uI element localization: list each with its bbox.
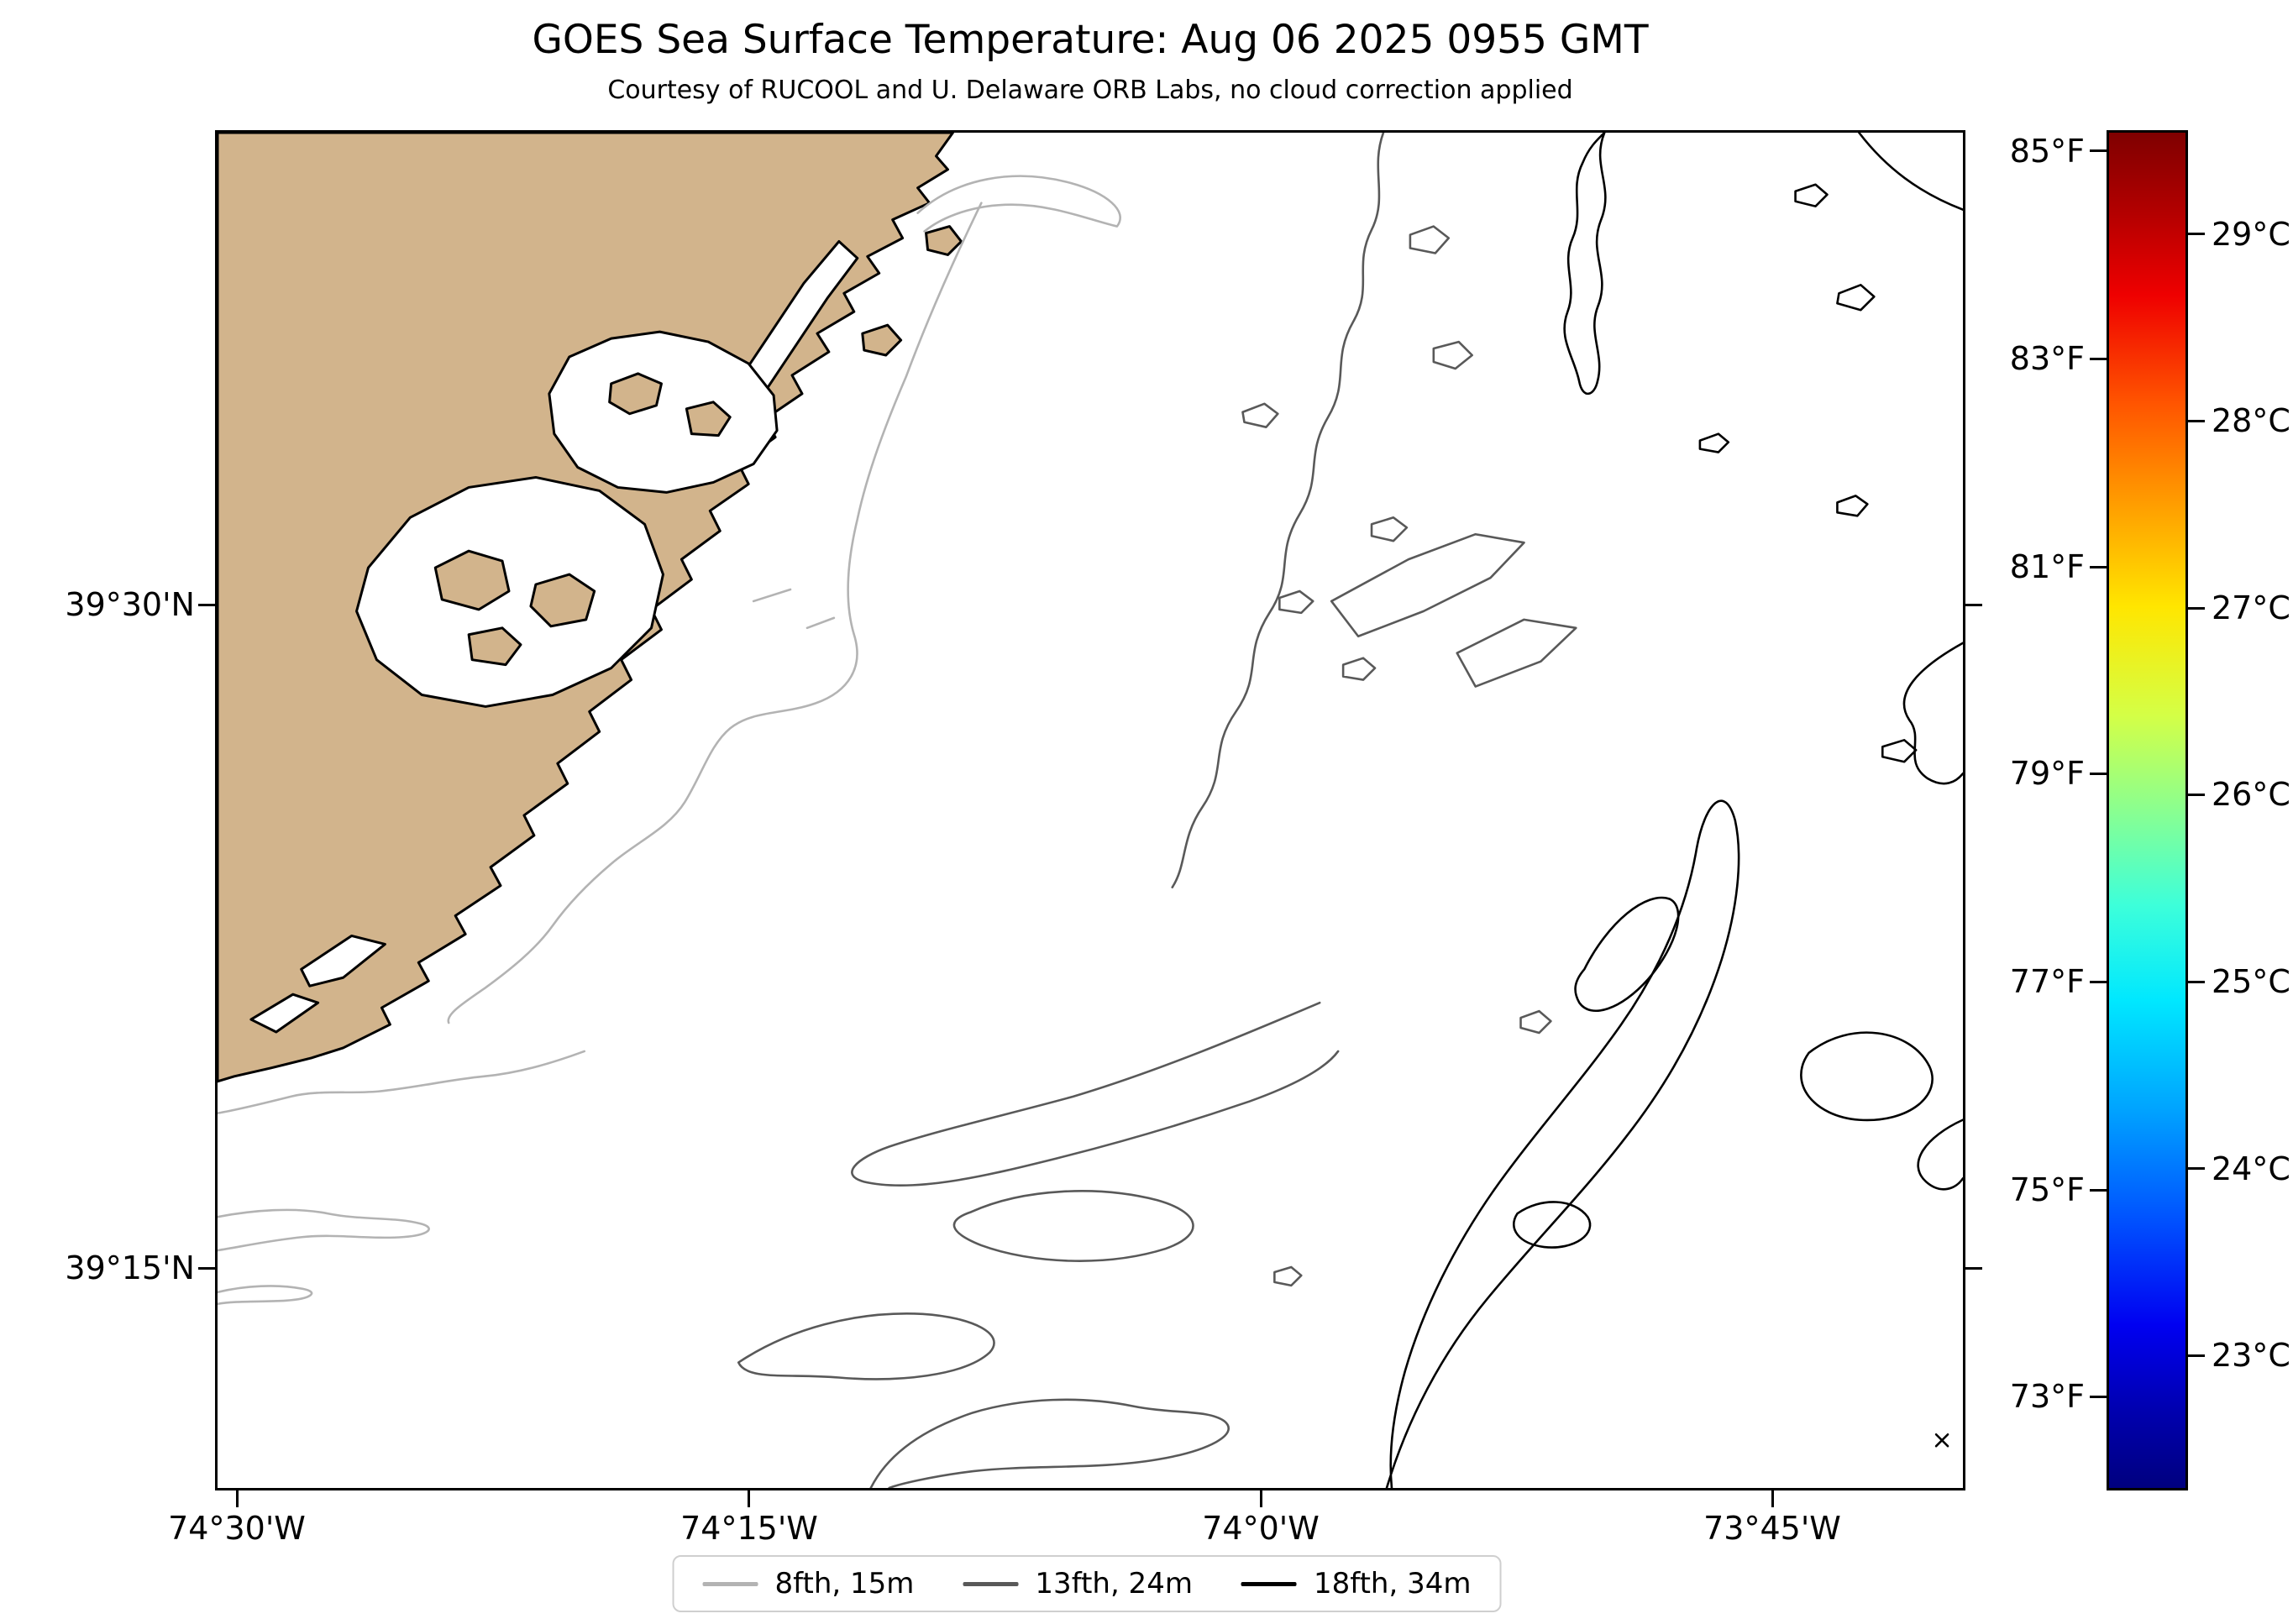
y-tick-label: 39°15'N [65,1249,195,1286]
map-svg [218,133,1963,1488]
y-tick-label: 39°30'N [65,586,195,623]
legend-item: 8fth, 15m [702,1567,915,1600]
colorbar-tick-c [2188,233,2205,235]
colorbar-label-c: 25°C [2212,963,2290,1000]
y-tick-mark [198,1267,215,1270]
colorbar-tick-f [2090,773,2107,775]
colorbar-tick-c [2188,981,2205,983]
y-tick-mark-right [1965,1267,1982,1270]
marsh-channel [249,993,320,1034]
colorbar-tick-f [2090,981,2107,983]
bay-island [433,549,511,611]
colorbar-tick-f [2090,566,2107,568]
legend-item: 18fth, 34m [1241,1567,1472,1600]
colorbar-label-c: 26°C [2212,776,2290,813]
colorbar-label-c: 29°C [2212,216,2290,253]
contour-8fth-15m [218,175,1121,1306]
colorbar-tick-c [2188,420,2205,422]
colorbar-label-c: 27°C [2212,589,2290,626]
figure-title: GOES Sea Surface Temperature: Aug 06 202… [532,17,1649,63]
colorbar-tick-c [2188,794,2205,796]
colorbar [2107,130,2188,1490]
colorbar-label-c: 24°C [2212,1150,2290,1187]
upper-bay-water [548,330,779,494]
legend-line-8fth [702,1581,758,1586]
figure-subtitle: Courtesy of RUCOOL and U. Delaware ORB L… [607,76,1573,105]
bay-island [685,401,732,437]
x-tick-mark [236,1490,239,1507]
x-tick-mark [1771,1490,1774,1507]
legend-label: 8fth, 15m [774,1567,915,1600]
depth-contour-legend: 8fth, 15m 13fth, 24m 18fth, 34m [672,1555,1502,1612]
offshore-island [861,323,903,357]
colorbar-tick-f [2090,358,2107,360]
y-tick-mark [198,604,215,606]
x-tick-label: 74°15'W [680,1510,818,1547]
contour-18fth-34m [1385,133,1963,1488]
x-tick-label: 74°0'W [1202,1510,1320,1547]
land-group [218,133,963,1083]
y-tick-mark-right [1965,604,1982,606]
legend-line-13fth [963,1581,1019,1586]
legend-label: 18fth, 34m [1313,1567,1472,1600]
colorbar-label-f: 81°F [2009,548,2085,585]
x-tick-mark [1260,1490,1262,1507]
legend-line-18fth [1241,1581,1297,1586]
contour-13fth-24m [737,133,1577,1488]
colorbar-label-f: 77°F [2009,963,2085,1000]
offshore-island [925,225,963,256]
bay-island [529,573,596,628]
legend-label: 13fth, 24m [1035,1567,1193,1600]
colorbar-label-c: 28°C [2212,402,2290,439]
x-tick-label: 74°30'W [168,1510,306,1547]
colorbar-tick-c [2188,1354,2205,1357]
marsh-channel [300,934,386,987]
x-tick-label: 73°45'W [1703,1510,1841,1547]
colorbar-tick-f [2090,1396,2107,1398]
colorbar-label-c: 23°C [2212,1337,2290,1374]
colorbar-tick-c [2188,1167,2205,1170]
colorbar-label-f: 85°F [2009,133,2085,170]
colorbar-gradient [2109,133,2185,1488]
map-plot-area [215,130,1965,1490]
bay-island [608,372,663,416]
colorbar-tick-f [2090,149,2107,152]
bay-island [467,626,522,667]
legend-item: 13fth, 24m [963,1567,1193,1600]
colorbar-label-f: 75°F [2009,1171,2085,1208]
colorbar-tick-c [2188,607,2205,610]
colorbar-label-f: 79°F [2009,755,2085,792]
colorbar-label-f: 83°F [2009,340,2085,377]
x-tick-mark [748,1490,750,1507]
colorbar-tick-f [2090,1189,2107,1192]
colorbar-label-f: 73°F [2009,1378,2085,1415]
